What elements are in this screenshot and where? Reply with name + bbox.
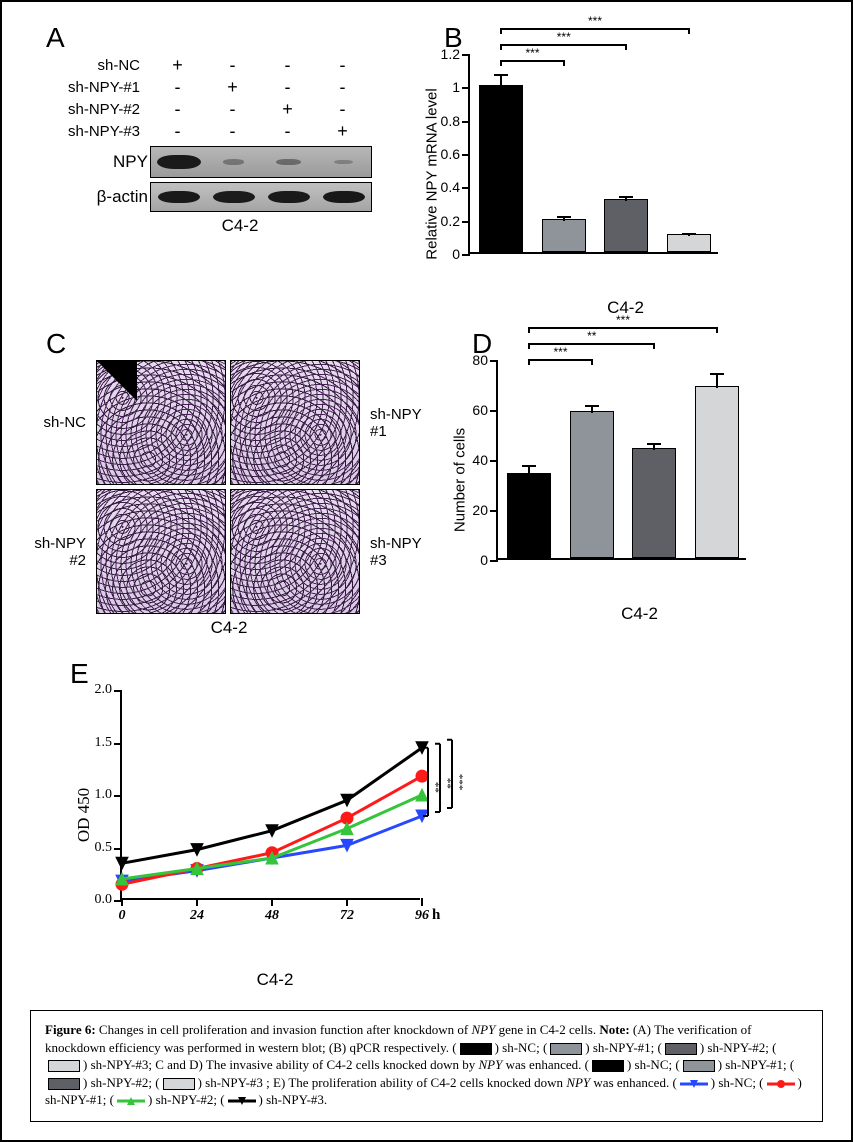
c-gene3: NPY bbox=[566, 1075, 590, 1090]
caption-figlabel: Figure 6: bbox=[45, 1022, 96, 1037]
c3: ) sh-NC; ( bbox=[495, 1040, 548, 1055]
panel-E-label: E bbox=[70, 658, 460, 690]
panel-C: C sh-NC sh-NPY #1 sh-NPY #2 sh-NPY #3 C4… bbox=[30, 328, 428, 638]
line-swatch-shnpy3 bbox=[228, 1095, 256, 1107]
wb-cell: - bbox=[150, 125, 205, 137]
figure-container: A sh-NC + - - - sh-NPY-#1 - + - - sh-NPY… bbox=[0, 0, 853, 1142]
swatch-shnpy3-2 bbox=[163, 1078, 195, 1090]
micrograph-shnpy2 bbox=[96, 489, 226, 614]
wb-cell: - bbox=[205, 103, 260, 115]
c10b: was enhanced. ( bbox=[590, 1075, 677, 1090]
wb-cell: - bbox=[205, 125, 260, 137]
blot-label-bactin: β-actin bbox=[30, 187, 150, 207]
wb-cell: - bbox=[315, 81, 370, 93]
c-gene: NPY bbox=[472, 1022, 496, 1037]
wb-cell: - bbox=[260, 81, 315, 93]
row-E: E OD 450 0.00.51.01.52.0024487296h******… bbox=[30, 658, 823, 990]
panel-C-lab-shnpy2: sh-NPY #2 bbox=[30, 535, 92, 569]
c6b: was enhanced. ( bbox=[502, 1057, 589, 1072]
panel-D-chart: Number of cells 020406080******** bbox=[456, 360, 823, 600]
micrograph-shnc bbox=[96, 360, 226, 485]
wb-cell: - bbox=[150, 103, 205, 115]
wb-cell: - bbox=[260, 125, 315, 137]
c-gene2: NPY bbox=[478, 1057, 502, 1072]
panel-E-chart: OD 450 0.00.51.01.52.0024487296h******* bbox=[70, 690, 460, 940]
panel-C-lab-shnpy3: sh-NPY #3 bbox=[364, 535, 430, 569]
wb-cond-label: sh-NPY-#3 bbox=[30, 123, 150, 140]
blot-row-npy: NPY bbox=[30, 146, 400, 178]
wb-cell: + bbox=[205, 81, 260, 93]
panel-D: D Number of cells 020406080******** C4-2 bbox=[456, 328, 823, 624]
c9: ) sh-NPY-#2; ( bbox=[83, 1075, 160, 1090]
swatch-shnpy2-2 bbox=[48, 1078, 80, 1090]
c1: Changes in cell proliferation and invasi… bbox=[96, 1022, 472, 1037]
c4: ) sh-NPY-#1; ( bbox=[585, 1040, 662, 1055]
line-swatch-shnpy2 bbox=[117, 1095, 145, 1107]
svg-text:***: *** bbox=[453, 774, 465, 791]
lab-text: sh-NPY #1 bbox=[370, 406, 421, 440]
panel-C-label: C bbox=[46, 328, 428, 360]
wb-cell: - bbox=[205, 59, 260, 71]
panel-C-cellline: C4-2 bbox=[30, 618, 428, 638]
c10: ) sh-NPY-#3 ; E) The proliferation abili… bbox=[198, 1075, 567, 1090]
lab-text: sh-NPY #3 bbox=[370, 535, 421, 569]
panel-A-label: A bbox=[46, 22, 400, 54]
c14: ) sh-NPY-#3. bbox=[259, 1092, 328, 1107]
wb-cell: + bbox=[260, 103, 315, 115]
panel-E: E OD 450 0.00.51.01.52.0024487296h******… bbox=[70, 658, 460, 990]
wb-cell: + bbox=[315, 125, 370, 137]
wb-cond-label: sh-NC bbox=[30, 57, 150, 74]
wb-cond-label: sh-NPY-#2 bbox=[30, 101, 150, 118]
c7: ) sh-NC; ( bbox=[627, 1057, 680, 1072]
row-A-B: A sh-NC + - - - sh-NPY-#1 - + - - sh-NPY… bbox=[30, 22, 823, 318]
panel-A: A sh-NC + - - - sh-NPY-#1 - + - - sh-NPY… bbox=[30, 22, 400, 236]
blot-strip-npy bbox=[150, 146, 372, 178]
c6: ) sh-NPY-#3; C and D) The invasive abili… bbox=[83, 1057, 478, 1072]
panel-C-lab-shnpy1: sh-NPY #1 bbox=[364, 406, 430, 440]
row-C-D: C sh-NC sh-NPY #1 sh-NPY #2 sh-NPY #3 C4… bbox=[30, 328, 823, 638]
blot-row-bactin: β-actin bbox=[30, 182, 400, 212]
panel-B-chart: Relative NPY mRNA level 00.20.40.60.811.… bbox=[428, 54, 823, 294]
line-swatch-shnpy1 bbox=[767, 1078, 795, 1090]
wb-cell: + bbox=[150, 59, 205, 71]
panel-C-lab-shnc: sh-NC bbox=[30, 414, 92, 431]
c13: ) sh-NPY-#2; ( bbox=[148, 1092, 225, 1107]
panel-B: B Relative NPY mRNA level 00.20.40.60.81… bbox=[428, 22, 823, 318]
swatch-shnc bbox=[460, 1043, 492, 1055]
c5: ) sh-NPY-#2; ( bbox=[700, 1040, 777, 1055]
line-swatch-shnc bbox=[680, 1078, 708, 1090]
swatch-shnpy1-2 bbox=[683, 1060, 715, 1072]
lab-text: sh-NPY #2 bbox=[34, 535, 86, 569]
micrograph-shnpy1 bbox=[230, 360, 360, 485]
blot-strip-bactin bbox=[150, 182, 372, 212]
note: Note: bbox=[599, 1022, 629, 1037]
swatch-shnpy3 bbox=[48, 1060, 80, 1072]
wb-cell: - bbox=[150, 81, 205, 93]
c8: ) sh-NPY-#1; ( bbox=[718, 1057, 795, 1072]
micrograph-shnpy3 bbox=[230, 489, 360, 614]
panel-C-grid: sh-NC sh-NPY #1 sh-NPY #2 sh-NPY #3 bbox=[30, 360, 428, 614]
swatch-shnpy1 bbox=[550, 1043, 582, 1055]
c1b: gene in C4-2 cells. bbox=[495, 1022, 599, 1037]
wb-cell: - bbox=[315, 103, 370, 115]
wb-cell: - bbox=[260, 59, 315, 71]
swatch-shnpy2 bbox=[665, 1043, 697, 1055]
figure-caption: Figure 6: Changes in cell proliferation … bbox=[30, 1010, 823, 1122]
panel-A-cellline: C4-2 bbox=[80, 216, 400, 236]
wb-cell: - bbox=[315, 59, 370, 71]
panel-A-condition-grid: sh-NC + - - - sh-NPY-#1 - + - - sh-NPY-#… bbox=[30, 54, 400, 142]
blot-label-npy: NPY bbox=[30, 152, 150, 172]
c11: ) sh-NC; ( bbox=[711, 1075, 764, 1090]
wb-cond-label: sh-NPY-#1 bbox=[30, 79, 150, 96]
panel-E-cellline: C4-2 bbox=[90, 970, 460, 990]
swatch-shnc-2 bbox=[592, 1060, 624, 1072]
panel-D-cellline: C4-2 bbox=[456, 604, 823, 624]
